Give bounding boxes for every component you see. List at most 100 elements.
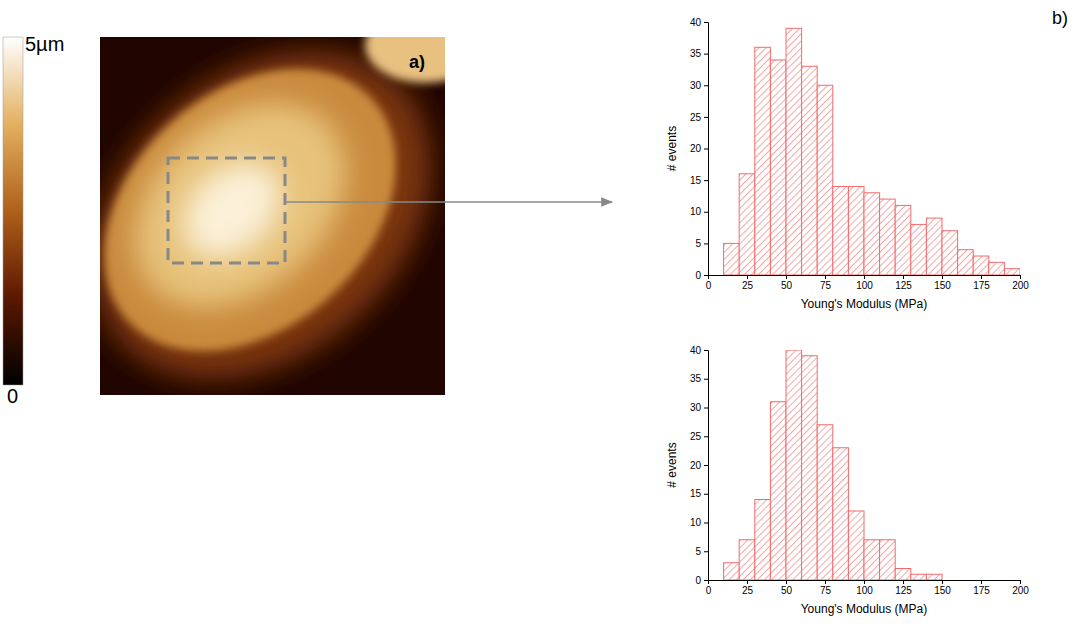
bar bbox=[880, 540, 896, 580]
x-tick-label: 150 bbox=[934, 585, 951, 596]
y-axis-title: # events bbox=[665, 442, 679, 487]
x-tick-label: 100 bbox=[856, 585, 873, 596]
y-tick-mark bbox=[704, 22, 708, 23]
x-tick-mark bbox=[747, 275, 748, 279]
y-tick-label: 10 bbox=[690, 517, 702, 528]
x-tick-mark bbox=[864, 580, 865, 584]
x-tick-mark bbox=[981, 275, 982, 279]
y-tick-mark bbox=[704, 551, 708, 552]
y-tick-mark bbox=[704, 180, 708, 181]
bar bbox=[911, 574, 927, 580]
bar bbox=[755, 47, 771, 275]
bar bbox=[802, 66, 818, 275]
x-tick: 175 bbox=[973, 580, 990, 596]
bar bbox=[864, 193, 880, 275]
y-tick-label: 25 bbox=[690, 431, 702, 442]
x-tick-mark bbox=[864, 275, 865, 279]
bar bbox=[770, 402, 786, 580]
x-tick: 150 bbox=[934, 580, 951, 596]
bar bbox=[1004, 269, 1020, 275]
x-axis: 0255075100125150175200 bbox=[706, 580, 1030, 596]
x-tick: 50 bbox=[781, 580, 793, 596]
y-tick-label: 40 bbox=[690, 17, 702, 28]
bar bbox=[942, 231, 958, 275]
x-tick-label: 25 bbox=[742, 585, 754, 596]
bar bbox=[833, 448, 849, 580]
bar bbox=[926, 218, 942, 275]
y-tick-mark bbox=[704, 523, 708, 524]
y-tick-label: 10 bbox=[690, 206, 702, 217]
bar bbox=[724, 243, 740, 275]
x-tick: 125 bbox=[895, 275, 912, 291]
x-tick-label: 200 bbox=[1012, 585, 1029, 596]
cell-top bbox=[100, 62, 386, 349]
y-axis-title: # events bbox=[665, 126, 679, 171]
height-map bbox=[100, 37, 445, 395]
x-tick: 25 bbox=[742, 580, 754, 596]
bar bbox=[755, 500, 771, 581]
y-tick-label: 20 bbox=[690, 143, 702, 154]
colorbar bbox=[3, 37, 23, 385]
y-tick: 25 bbox=[690, 431, 708, 442]
bars bbox=[724, 350, 942, 580]
y-tick: 5 bbox=[695, 546, 708, 557]
bar bbox=[880, 199, 896, 275]
colorbar-label: 5µm bbox=[25, 33, 64, 55]
y-tick: 5 bbox=[695, 238, 708, 249]
y-tick-mark bbox=[704, 149, 708, 150]
bar bbox=[724, 563, 740, 580]
y-tick: 20 bbox=[690, 143, 708, 154]
x-tick: 100 bbox=[856, 275, 873, 291]
y-tick-mark bbox=[704, 350, 708, 351]
y-tick: 10 bbox=[690, 517, 708, 528]
x-tick: 0 bbox=[706, 275, 712, 291]
bar bbox=[802, 356, 818, 580]
x-axis: 0 25 50 75 100 125 150 175 200 bbox=[706, 275, 1030, 291]
bar bbox=[864, 540, 880, 580]
y-tick-mark bbox=[704, 117, 708, 118]
bar bbox=[989, 262, 1005, 275]
x-tick-label: 0 bbox=[706, 280, 712, 291]
x-tick: 75 bbox=[820, 275, 832, 291]
x-tick-mark bbox=[903, 580, 904, 584]
x-axis-line bbox=[709, 581, 1021, 585]
y-tick: 35 bbox=[690, 373, 708, 384]
x-tick-mark bbox=[786, 580, 787, 584]
x-tick-label: 75 bbox=[820, 280, 832, 291]
y-tick-label: 40 bbox=[690, 345, 702, 356]
x-tick-mark bbox=[747, 580, 748, 584]
x-tick-label: 0 bbox=[706, 585, 712, 596]
bar bbox=[911, 224, 927, 275]
x-tick: 150 bbox=[934, 275, 951, 291]
x-tick-mark bbox=[1020, 580, 1021, 584]
y-axis-line bbox=[704, 23, 709, 276]
bar bbox=[958, 250, 974, 275]
x-tick-mark bbox=[825, 275, 826, 279]
bar bbox=[895, 569, 911, 581]
bar bbox=[833, 186, 849, 275]
x-tick: 25 bbox=[742, 275, 754, 291]
x-tick: 0 bbox=[706, 580, 712, 596]
x-tick: 125 bbox=[895, 580, 912, 596]
bar bbox=[786, 350, 802, 580]
x-tick: 175 bbox=[973, 275, 990, 291]
x-tick-label: 175 bbox=[973, 280, 990, 291]
y-tick: 40 bbox=[690, 345, 708, 356]
bar bbox=[926, 574, 942, 580]
bar bbox=[770, 60, 786, 275]
y-tick-mark bbox=[704, 465, 708, 466]
y-tick-mark bbox=[704, 494, 708, 495]
y-tick: 25 bbox=[690, 112, 708, 123]
x-tick-mark bbox=[1020, 275, 1021, 279]
x-tick-label: 50 bbox=[781, 585, 793, 596]
x-tick-label: 50 bbox=[781, 280, 793, 291]
x-tick-label: 200 bbox=[1012, 280, 1029, 291]
y-tick-label: 15 bbox=[690, 175, 702, 186]
y-tick-mark bbox=[704, 212, 708, 213]
arrow bbox=[285, 201, 612, 203]
bar bbox=[848, 186, 864, 275]
bar bbox=[895, 205, 911, 275]
neighbour-cell bbox=[365, 37, 445, 83]
x-tick-mark bbox=[903, 275, 904, 279]
x-tick-label: 125 bbox=[895, 280, 912, 291]
